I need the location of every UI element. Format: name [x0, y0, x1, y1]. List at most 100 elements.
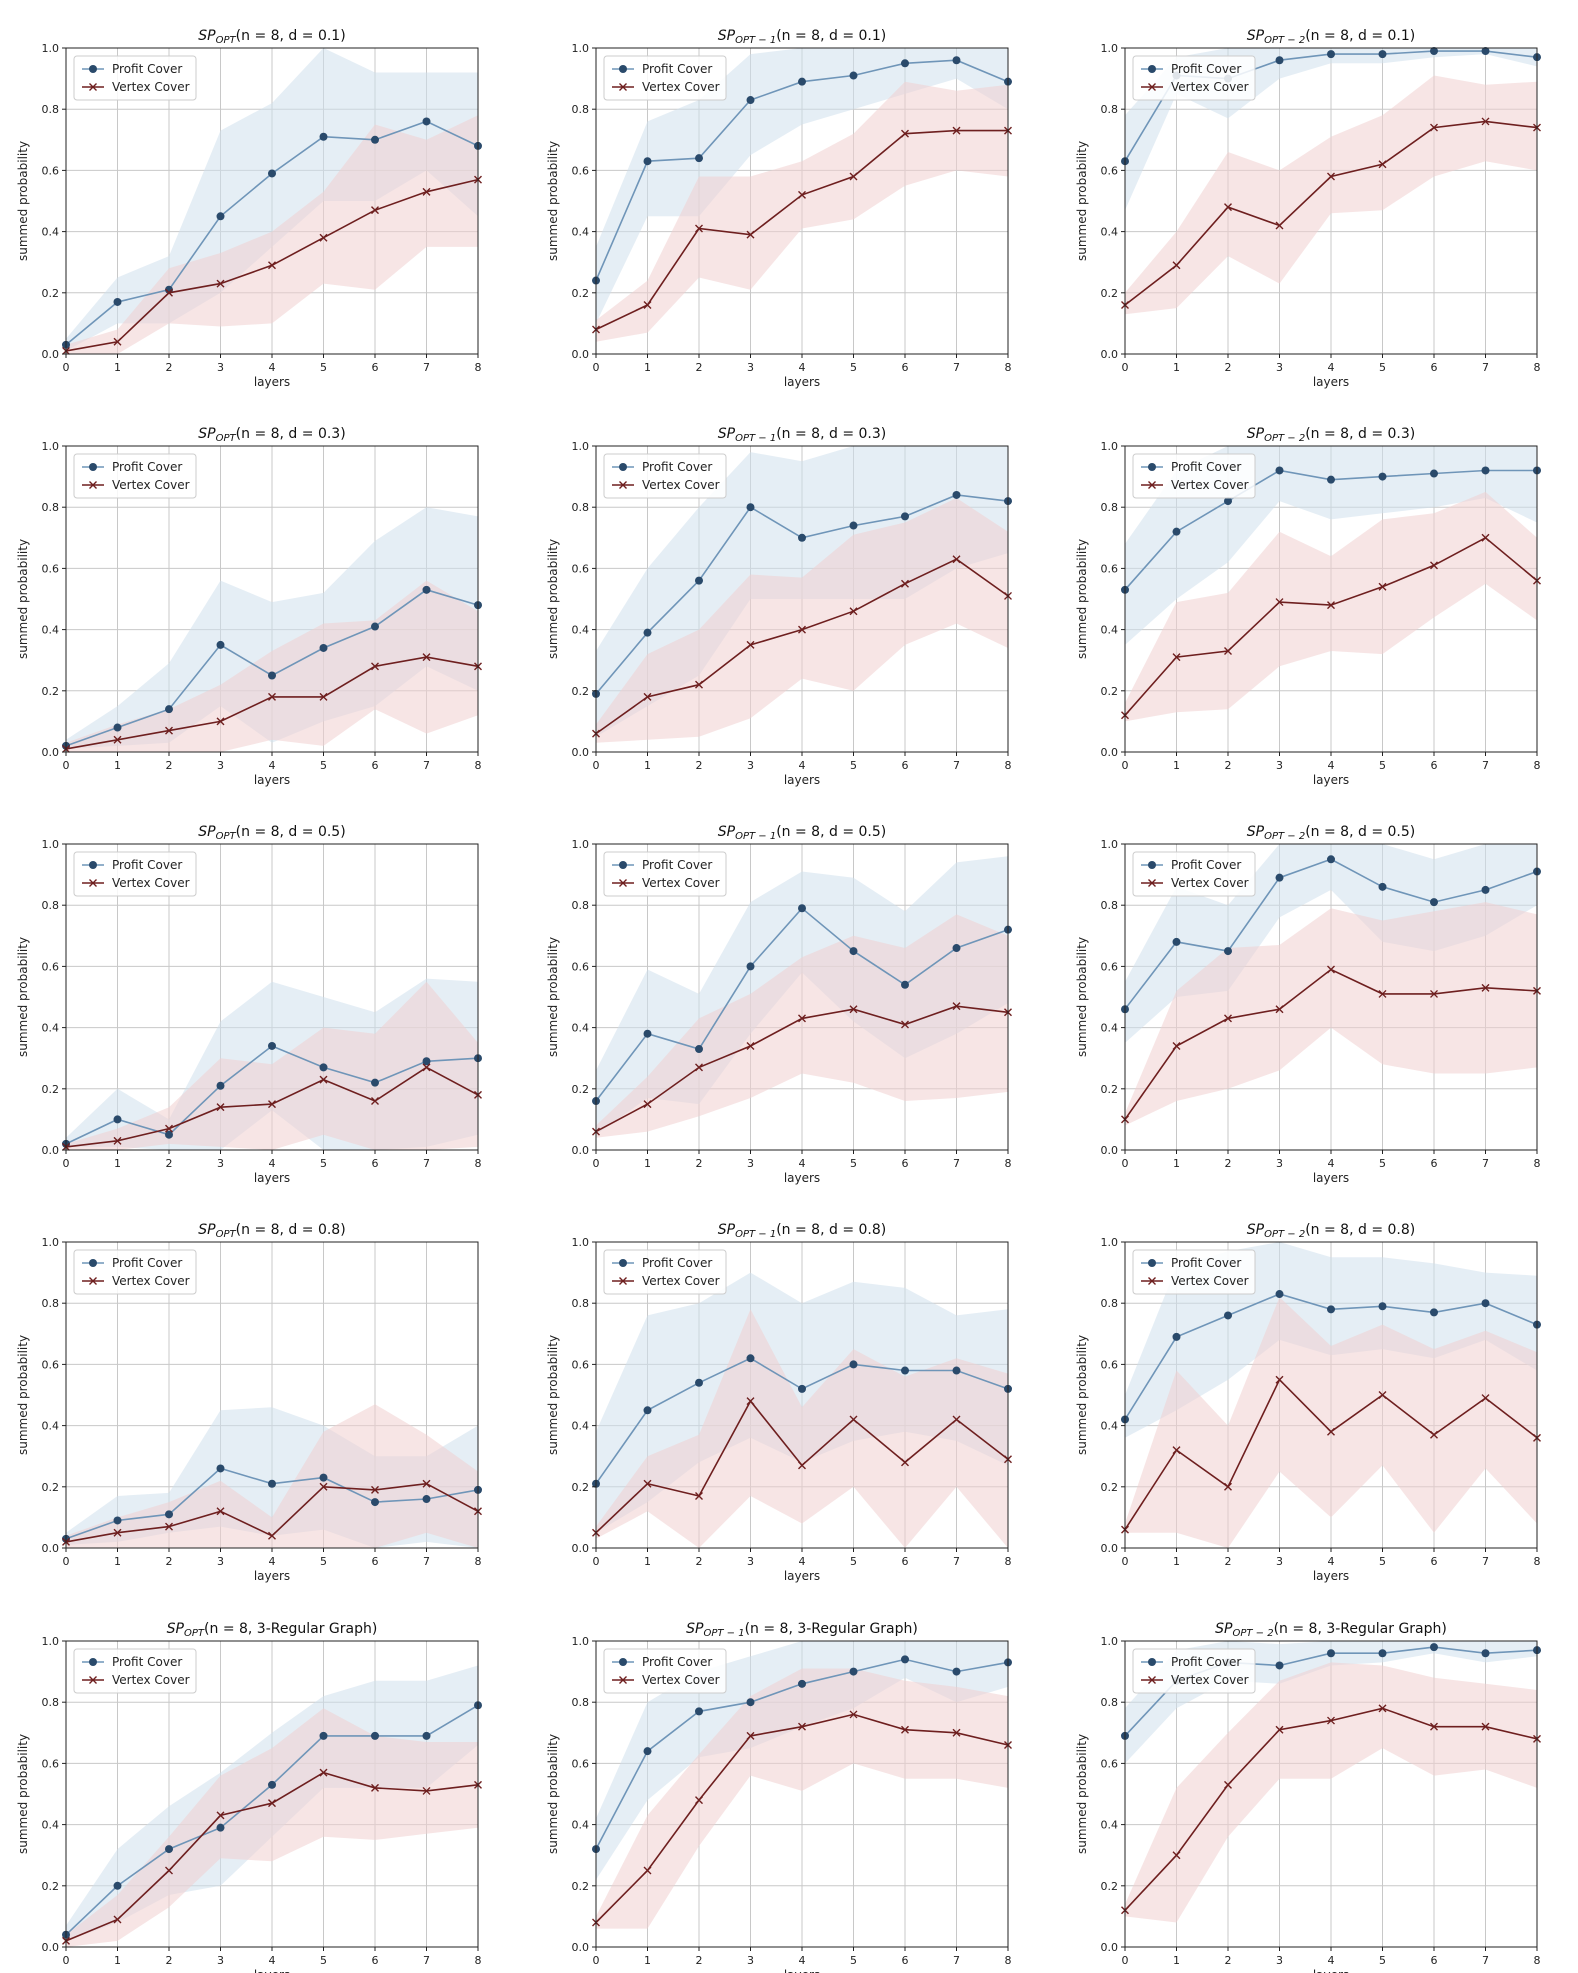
vertex-cover-band	[1125, 491, 1537, 722]
legend: Profit Cover Vertex Cover	[1132, 851, 1256, 897]
y-tick-label: 0.6	[572, 1358, 590, 1371]
vertex-cover-point	[113, 735, 122, 744]
profit-cover-point	[695, 154, 703, 163]
legend: Profit Cover Vertex Cover	[1132, 55, 1256, 101]
x-tick-label: 6	[1431, 1555, 1438, 1568]
vertex-cover-point	[216, 1103, 225, 1112]
x-tick-label: 2	[1225, 1954, 1232, 1967]
x-tick-label: 2	[1225, 759, 1232, 772]
y-tick-label: 1.0	[1101, 1635, 1119, 1648]
title-main: SP	[198, 1222, 216, 1238]
vertex-cover-band	[596, 1668, 1008, 1929]
x-tick-label: 0	[593, 759, 600, 772]
vertex-cover-point	[1172, 1041, 1181, 1050]
legend-profit-marker	[619, 861, 627, 869]
vertex-cover-point	[1275, 1375, 1284, 1384]
y-axis-label: summed probability	[16, 1335, 30, 1455]
y-tick-label: 0.2	[572, 685, 590, 698]
y-tick-label: 0.2	[42, 1880, 60, 1893]
vertex-cover-point	[165, 726, 173, 735]
legend-profit-marker	[619, 463, 627, 471]
vertex-cover-point	[268, 1531, 276, 1540]
y-tick-label: 0.8	[1101, 103, 1119, 116]
x-tick-label: 4	[799, 1157, 806, 1170]
title-args: (n = 8, 3-Regular Graph)	[1274, 1621, 1447, 1637]
title-main: SP	[718, 426, 736, 442]
vertex-cover-point	[798, 1722, 806, 1731]
x-tick-label: 4	[1328, 1555, 1335, 1568]
legend: Profit Cover Vertex Cover	[1132, 1648, 1256, 1694]
y-tick-label: 1.0	[572, 838, 590, 851]
y-tick-label: 0.4	[572, 1819, 590, 1832]
profit-cover-point	[165, 1845, 173, 1854]
chart-title: SPOPT − 2(n = 8, d = 0.5)	[1247, 824, 1415, 842]
vertex-cover-point	[1378, 989, 1387, 998]
y-axis-label: summed probability	[546, 1335, 560, 1455]
vertex-cover-point	[1224, 647, 1232, 656]
legend-profit-label: Profit Cover	[642, 1655, 712, 1669]
profit-cover-point	[268, 671, 276, 680]
vertex-cover-point	[371, 1783, 379, 1792]
profit-cover-point	[1172, 1332, 1181, 1341]
vertex-cover-point	[1275, 1005, 1284, 1014]
y-tick-label: 1.0	[1101, 838, 1119, 851]
x-tick-label: 2	[1225, 361, 1232, 374]
legend-vertex-marker	[619, 1676, 627, 1684]
y-tick-label: 1.0	[1101, 42, 1119, 55]
legend-vertex-marker	[619, 1277, 627, 1285]
legend: Profit Cover Vertex Cover	[603, 851, 727, 897]
y-axis-label: summed probability	[16, 141, 30, 261]
vertex-cover-point	[849, 607, 858, 616]
y-tick-label: 0.8	[42, 103, 60, 116]
title-main: SP	[718, 28, 736, 44]
profit-cover-point	[1327, 50, 1335, 59]
x-tick-label: 5	[1379, 1954, 1386, 1967]
legend-vertex-label: Vertex Cover	[642, 478, 720, 492]
y-tick-label: 0.6	[572, 562, 590, 575]
profit-cover-point	[1275, 466, 1284, 475]
x-tick-label: 1	[114, 1954, 121, 1967]
x-axis-label: layers	[1313, 773, 1349, 787]
x-tick-label: 0	[63, 1555, 70, 1568]
legend-profit-marker	[1148, 463, 1156, 471]
profit-cover-point	[746, 1698, 755, 1707]
chart-panel: 0 1 2 3 4 5 6 7 8 0.0 0.2 0.4 0.6 0.8 1.0 layers summed …	[16, 426, 482, 787]
legend-vertex-label: Vertex Cover	[1171, 876, 1249, 890]
y-tick-label: 0.4	[1101, 1420, 1119, 1433]
vertex-cover-point	[216, 1811, 225, 1820]
vertex-cover-point	[1378, 582, 1387, 591]
profit-cover-point	[1327, 1649, 1335, 1658]
title-args: (n = 8, 3-Regular Graph)	[745, 1621, 918, 1637]
legend-profit-marker	[89, 463, 97, 471]
x-tick-label: 0	[593, 361, 600, 374]
y-axis-label: summed probability	[546, 141, 560, 261]
profit-cover-point	[371, 135, 379, 144]
vertex-cover-point	[1172, 653, 1181, 662]
x-tick-label: 4	[799, 1954, 806, 1967]
chart-title: SPOPT(n = 8, d = 0.5)	[198, 824, 345, 842]
x-tick-label: 7	[423, 1954, 430, 1967]
profit-cover-point	[216, 212, 225, 221]
title-args: (n = 8, d = 0.5)	[776, 824, 886, 840]
chart-panel: 0 1 2 3 4 5 6 7 8 0.0 0.2 0.4 0.6 0.8 1.0 layers summed …	[546, 1222, 1012, 1583]
y-tick-label: 0.4	[572, 1420, 590, 1433]
profit-cover-point	[113, 1516, 122, 1525]
legend: Profit Cover Vertex Cover	[1132, 1249, 1256, 1295]
x-tick-label: 0	[1122, 1954, 1129, 1967]
y-axis-label: summed probability	[546, 539, 560, 659]
vertex-cover-point	[901, 1458, 909, 1467]
legend: Profit Cover Vertex Cover	[603, 453, 727, 499]
x-tick-label: 1	[1173, 1555, 1180, 1568]
y-tick-label: 0.0	[1101, 1941, 1119, 1954]
x-tick-label: 5	[320, 759, 327, 772]
profit-cover-point	[1430, 469, 1438, 478]
legend-vertex-marker	[89, 879, 97, 887]
profit-cover-point	[1481, 1649, 1490, 1658]
profit-cover-point	[849, 1667, 858, 1676]
y-tick-label: 1.0	[572, 42, 590, 55]
profit-cover-point	[643, 1406, 652, 1415]
profit-cover-point	[1430, 898, 1438, 907]
profit-cover-point	[901, 59, 909, 68]
y-tick-label: 0.2	[572, 1880, 590, 1893]
x-tick-label: 2	[696, 1157, 703, 1170]
